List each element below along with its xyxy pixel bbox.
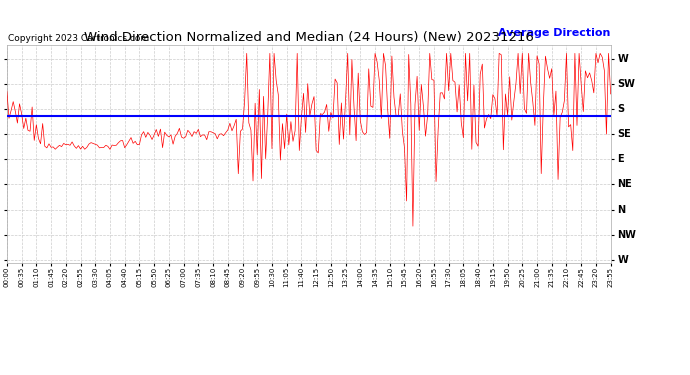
- Text: SE: SE: [618, 129, 631, 139]
- Text: Copyright 2023 Cartronics.com: Copyright 2023 Cartronics.com: [8, 34, 150, 43]
- Title: Wind Direction Normalized and Median (24 Hours) (New) 20231216: Wind Direction Normalized and Median (24…: [84, 31, 533, 44]
- Text: N: N: [618, 204, 626, 214]
- Text: NW: NW: [618, 230, 636, 240]
- Text: SW: SW: [618, 79, 635, 89]
- Text: S: S: [618, 104, 624, 114]
- Text: W: W: [618, 255, 629, 265]
- Text: E: E: [618, 154, 624, 164]
- Text: W: W: [618, 54, 629, 64]
- Text: NE: NE: [618, 179, 632, 189]
- Text: Average Direction: Average Direction: [498, 28, 611, 38]
